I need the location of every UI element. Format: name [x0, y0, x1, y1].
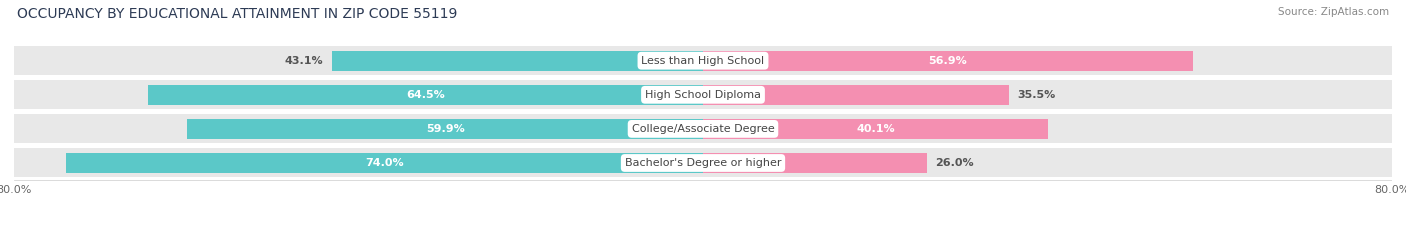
Text: Less than High School: Less than High School: [641, 56, 765, 66]
Bar: [187, 119, 703, 139]
Bar: [14, 46, 1392, 75]
Bar: [703, 85, 1008, 105]
Text: 59.9%: 59.9%: [426, 124, 464, 134]
Text: 35.5%: 35.5%: [1018, 90, 1056, 100]
Bar: [14, 114, 1392, 143]
Text: Source: ZipAtlas.com: Source: ZipAtlas.com: [1278, 7, 1389, 17]
Bar: [14, 80, 1392, 109]
Bar: [703, 51, 1194, 71]
Text: High School Diploma: High School Diploma: [645, 90, 761, 100]
Text: 26.0%: 26.0%: [935, 158, 974, 168]
Text: 43.1%: 43.1%: [284, 56, 323, 66]
Bar: [148, 85, 703, 105]
Text: 64.5%: 64.5%: [406, 90, 444, 100]
Text: 74.0%: 74.0%: [366, 158, 404, 168]
Text: Bachelor's Degree or higher: Bachelor's Degree or higher: [624, 158, 782, 168]
Text: 40.1%: 40.1%: [856, 124, 896, 134]
Bar: [66, 153, 703, 173]
Bar: [703, 153, 927, 173]
Bar: [332, 51, 703, 71]
Text: 56.9%: 56.9%: [928, 56, 967, 66]
Text: College/Associate Degree: College/Associate Degree: [631, 124, 775, 134]
Bar: [14, 148, 1392, 178]
Text: OCCUPANCY BY EDUCATIONAL ATTAINMENT IN ZIP CODE 55119: OCCUPANCY BY EDUCATIONAL ATTAINMENT IN Z…: [17, 7, 457, 21]
Bar: [703, 119, 1049, 139]
